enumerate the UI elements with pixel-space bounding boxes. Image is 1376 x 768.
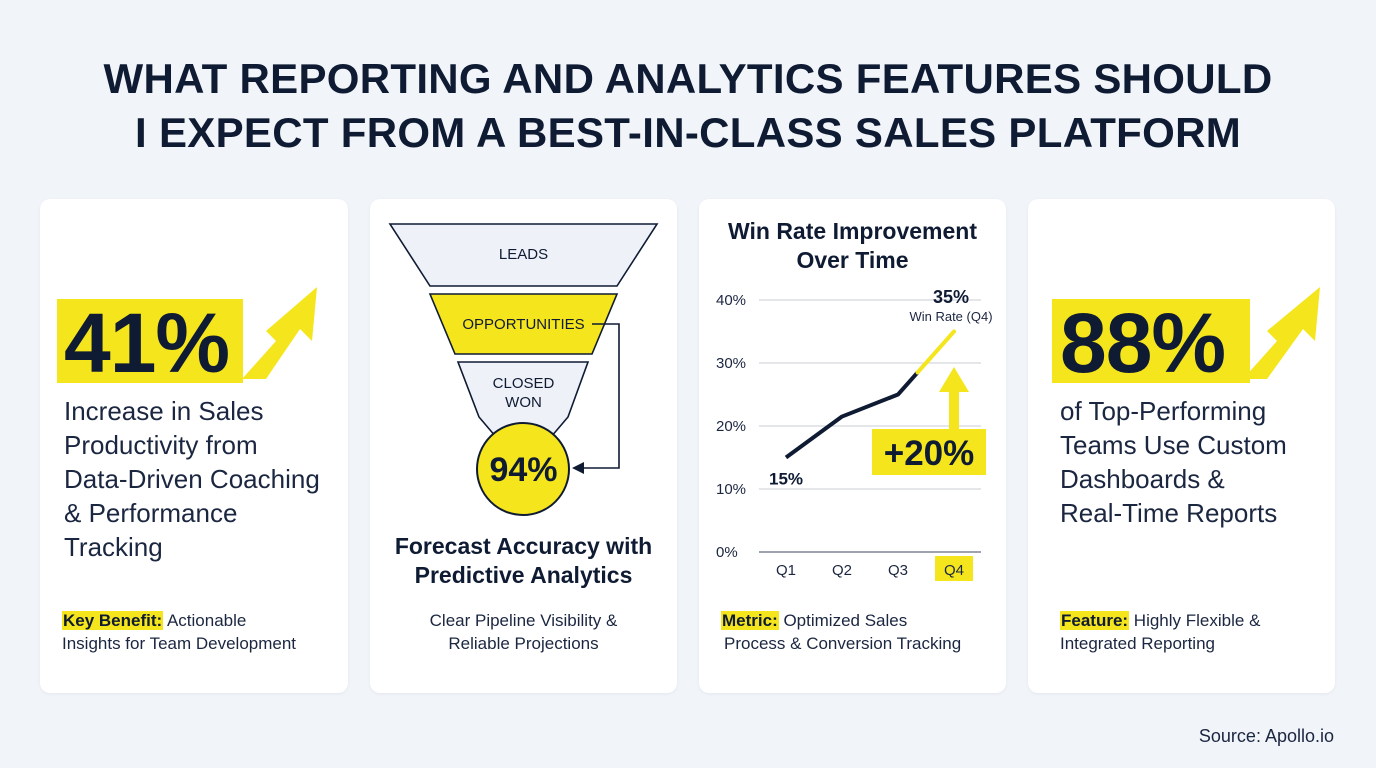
desc-line: of Top-Performing [1060,396,1267,426]
heading-line: Predictive Analytics [414,562,633,588]
win-rate-chart: 0% 10% 20% 30% 40% Q1 Q2 Q3 Q4 +20% 15% 35% Win Rate… [716,287,993,581]
page-title-line-1: WHAT REPORTING AND ANALYTICS FEATURES SH… [103,55,1273,102]
feedback-arrow-head [572,462,584,474]
sales-funnel [388,223,659,516]
y-tick-label: 0% [716,544,738,561]
heading-line: Forecast Accuracy with [394,533,653,559]
card-footer: Key Benefit: Actionable Insights for Tea… [62,609,296,655]
footer-text: Clear Pipeline Visibility & [429,611,618,630]
footer-text: Insights for Team Development [62,634,297,653]
funnel-label-won: WON [505,394,542,411]
stat-value: 41% [64,296,230,390]
win-rate-card: Win Rate Improvement Over Time 0% 10% 20% 3… [699,199,1006,693]
desc-line: Real-Time Reports [1060,498,1278,528]
y-tick-label: 30% [716,355,746,372]
change-label: +20% [884,434,975,473]
series-line [784,371,920,460]
y-tick-label: 20% [716,418,746,435]
funnel-label-opportunities: OPPORTUNITIES [462,316,585,333]
feedback-arrow-line [580,323,620,469]
result-circle [476,422,570,516]
forecast-accuracy-value: 94% [489,451,558,489]
footer-label: Key Benefit: [62,611,164,630]
series-line-highlight [915,329,956,375]
chart-title-line: Win Rate Improvement [727,218,977,244]
y-tick-label: 40% [716,292,746,309]
stat-highlight [1052,299,1250,383]
page-title-line-2: I EXPECT FROM A BEST-IN-CLASS SALES PLAT… [135,109,1241,156]
desc-line: Productivity from [64,430,258,460]
footer-text: Process & Conversion Tracking [724,634,962,653]
start-value-label: 15% [769,470,803,489]
x-tick-label: Q3 [888,562,908,579]
footer-label: Feature: [1060,611,1130,630]
stat-description: Increase in Sales Productivity from Data… [64,394,320,564]
card-footer: Clear Pipeline Visibility & Reliable Pro… [370,609,677,655]
source-credit: Source: Apollo.io [1198,726,1334,746]
growth-arrow-icon [242,287,317,379]
funnel-leads-stage [388,223,659,287]
productivity-card: 41% Increase in Sales Productivity from … [40,199,348,693]
footer-text: Reliable Projections [448,634,599,653]
x-tick-label: Q2 [832,562,852,579]
desc-line: Teams Use Custom [1060,430,1287,460]
desc-line: Data-Driven Coaching [64,464,320,494]
desc-line: Tracking [64,532,163,562]
stat-highlight [57,299,243,383]
funnel-label-closed-won: CLOSED WON [370,374,677,412]
x-tick-highlight [935,556,973,581]
end-value-sublabel: Win Rate (Q4) [909,309,992,324]
end-value-label: 35% [933,287,969,307]
page-title: WHAT REPORTING AND ANALYTICS FEATURES SH… [0,52,1376,160]
footer-text: Optimized Sales [778,611,908,630]
footer-text: Integrated Reporting [1060,634,1215,653]
increase-arrow-head [939,367,969,392]
desc-line: Increase in Sales [64,396,264,426]
x-tick-label: Q1 [776,562,796,579]
change-badge [872,429,986,475]
card-footer: Metric: Optimized Sales Process & Conver… [721,609,961,655]
y-tick-label: 10% [716,481,746,498]
funnel-label-leads: LEADS [498,246,549,263]
stat-value: 88% [1060,296,1226,390]
funnel-opportunities-stage [428,293,619,355]
desc-line: Dashboards & [1060,464,1225,494]
funnel-label-closed: CLOSED [492,375,555,392]
x-tick-label: Q4 [944,562,964,579]
footer-text: Highly Flexible & [1129,611,1261,630]
footer-label: Metric: [721,611,779,630]
desc-line: & Performance [64,498,238,528]
stat-description: of Top-Performing Teams Use Custom Dashb… [1060,394,1287,530]
forecast-card: LEADS OPPORTUNITIES CLOSED WON 94% Forec… [370,199,677,693]
increase-arrow [949,389,959,429]
chart-title: Win Rate Improvement Over Time [699,217,1006,275]
footer-text: Actionable [163,611,247,630]
dashboards-card: 88% of Top-Performing Teams Use Custom D… [1028,199,1335,693]
forecast-heading: Forecast Accuracy with Predictive Analyt… [370,532,677,590]
card-footer: Feature: Highly Flexible & Integrated Re… [1060,609,1260,655]
growth-arrow-icon [1243,287,1320,379]
chart-title-line: Over Time [796,247,909,273]
